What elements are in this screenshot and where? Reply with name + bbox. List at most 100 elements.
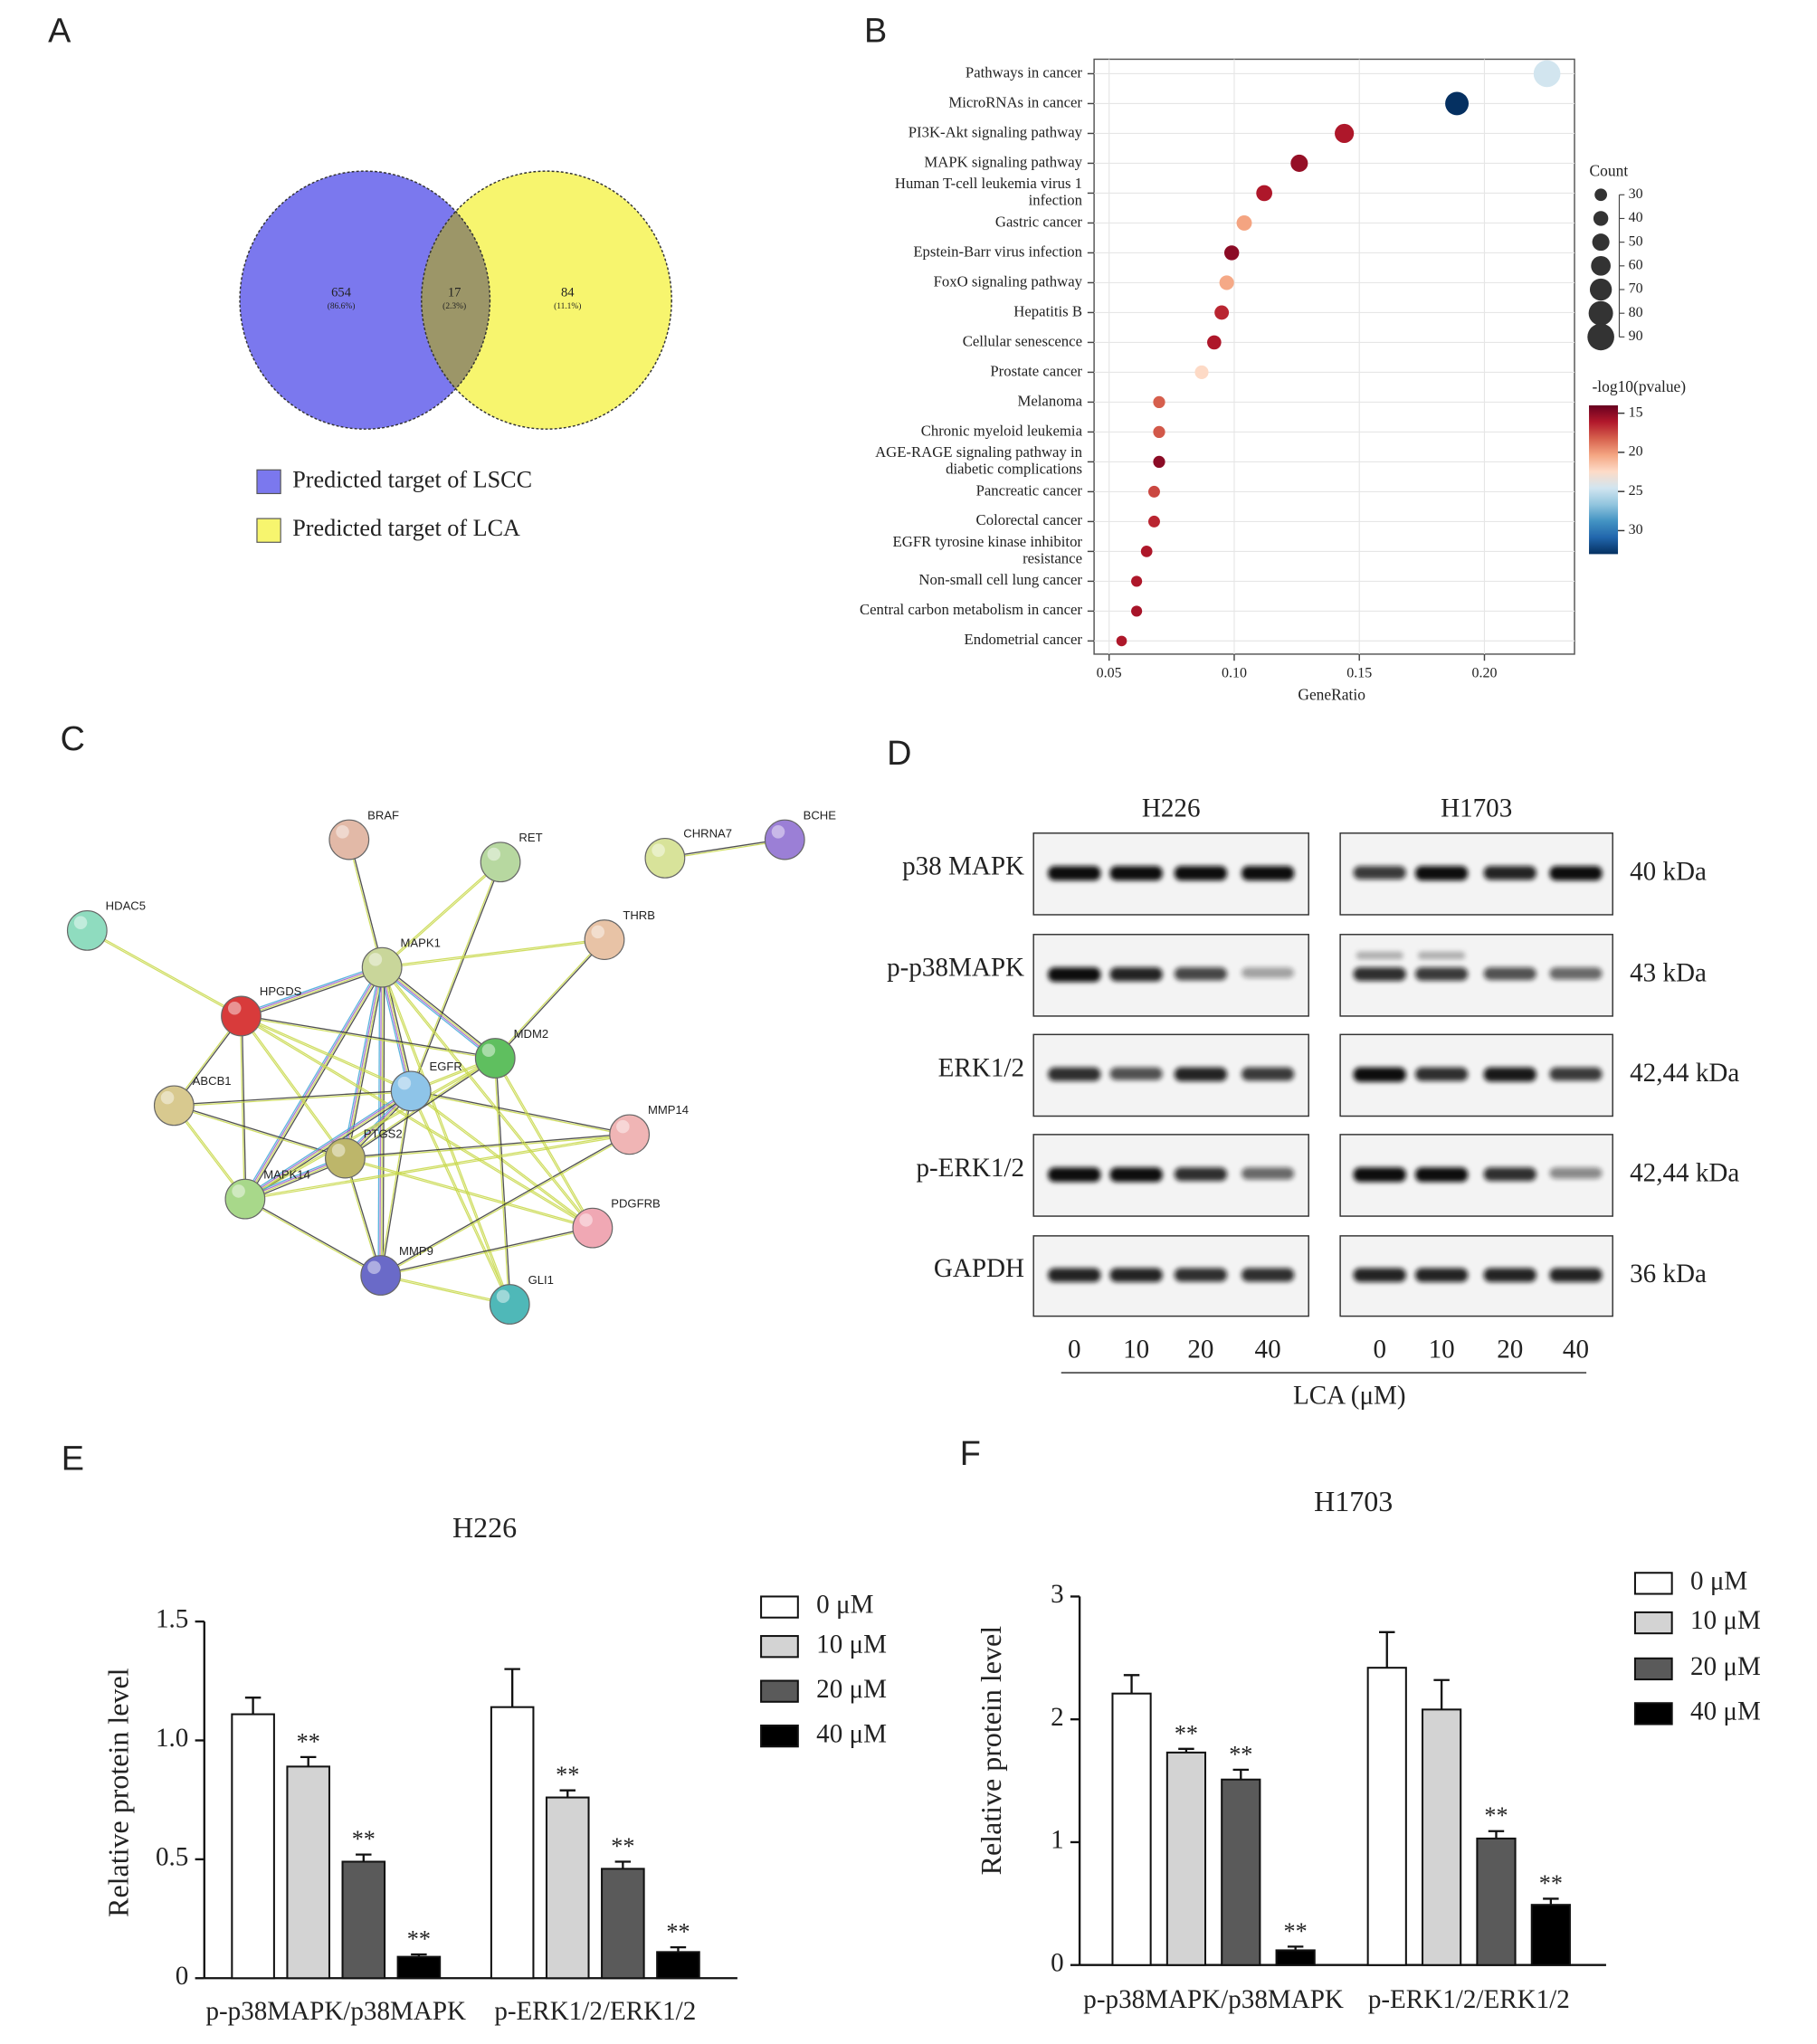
legend-swatch	[1633, 1702, 1673, 1726]
size-legend-dot	[1592, 233, 1610, 252]
blot-band	[1241, 1167, 1295, 1180]
lane-label: 40	[1255, 1336, 1281, 1364]
node-highlight	[160, 1090, 175, 1105]
blot-band	[1353, 1167, 1406, 1183]
blot-band	[1048, 866, 1101, 881]
network-edge	[246, 968, 385, 1201]
network-edge	[409, 1090, 510, 1306]
size-legend-label: 80	[1629, 305, 1643, 320]
network-node	[644, 838, 686, 879]
network-node	[764, 819, 805, 860]
network-edge	[410, 1091, 593, 1230]
x-tick-label: 0.20	[1471, 665, 1497, 680]
y-tick-label: PI3K-Akt signaling pathway	[908, 123, 1083, 140]
size-legend-label: 40	[1629, 210, 1643, 225]
blot-band	[1174, 1167, 1228, 1182]
row-label: GAPDH	[934, 1254, 1024, 1283]
network-edge	[380, 1135, 631, 1277]
legend-swatch	[1633, 1611, 1673, 1635]
blot-band	[1241, 866, 1295, 881]
network-edge	[380, 967, 510, 1306]
network-edge	[86, 930, 242, 1018]
size-label: 42,44 kDa	[1630, 1059, 1739, 1088]
panel-letter: F	[960, 1435, 981, 1473]
x-tick-label: p-p38MAPK/p38MAPK	[205, 1997, 466, 2026]
x-tick-label: 0.15	[1346, 665, 1372, 680]
node-highlight	[591, 925, 604, 939]
blot-band	[1417, 951, 1466, 960]
network-edge	[382, 939, 605, 969]
node-label: THRB	[623, 908, 655, 922]
network-edge	[380, 1228, 594, 1278]
node-highlight	[368, 953, 383, 966]
x-tick-label: p-ERK1/2/ERK1/2	[494, 1997, 696, 2026]
y-axis-label: Relative protein level	[975, 1626, 1007, 1876]
network-edge	[380, 1090, 413, 1276]
node-label: PDGFRB	[611, 1196, 661, 1210]
y-tick-label: AGE-RAGE signaling pathway in diabetic co…	[875, 443, 1083, 477]
blot-band	[1241, 1268, 1295, 1282]
blot-band	[1109, 967, 1163, 982]
size-legend-label: 30	[1629, 186, 1643, 202]
size-legend-dot	[1593, 211, 1609, 226]
bar	[601, 1868, 645, 1980]
x-axis-label: GeneRatio	[1298, 685, 1365, 703]
y-tick-label: Prostate cancer	[990, 362, 1082, 379]
network-edge	[345, 1157, 383, 1276]
dot	[1131, 605, 1143, 617]
y-tick-label: Endometrial cancer	[965, 631, 1083, 648]
dot	[1131, 575, 1143, 587]
network-node	[66, 910, 108, 951]
blot-band	[1415, 967, 1469, 981]
node-highlight	[652, 843, 665, 857]
node-label: RET	[518, 831, 542, 844]
venn-count: 17	[448, 286, 461, 300]
network-edge	[381, 967, 496, 1060]
network-edge	[382, 965, 497, 1059]
node-highlight	[227, 1001, 242, 1015]
node-label: MAPK1	[401, 936, 441, 949]
lane-label: 20	[1187, 1336, 1213, 1364]
network-edge	[410, 1091, 630, 1136]
network-edge	[241, 1014, 496, 1059]
size-label: 42,44 kDa	[1630, 1159, 1739, 1188]
y-tick-label: MAPK signaling pathway	[924, 153, 1082, 170]
y-tick-label: FoxO signaling pathway	[934, 272, 1083, 290]
network-edge	[241, 1014, 594, 1228]
network-edge	[244, 1197, 382, 1276]
network-edge	[244, 1135, 630, 1201]
node-label: GLI1	[528, 1273, 554, 1287]
bar	[1275, 1949, 1316, 1966]
significance-label: **	[1229, 1741, 1252, 1767]
blot-band	[1174, 1067, 1228, 1082]
venn-set	[421, 171, 672, 430]
network-edge	[243, 966, 382, 1200]
dot	[1214, 305, 1230, 320]
bar	[1366, 1667, 1407, 1966]
network-node	[224, 1178, 266, 1220]
network-node	[361, 946, 403, 988]
network-edge	[242, 968, 384, 1020]
network-edge	[411, 1090, 511, 1305]
legend-swatch	[1633, 1572, 1673, 1595]
x-tick-label: p-p38MAPK/p38MAPK	[1083, 1985, 1344, 2014]
dot	[1219, 275, 1234, 290]
node-highlight	[336, 825, 349, 839]
venn-set	[240, 171, 490, 430]
lane-label: 0	[1068, 1336, 1081, 1364]
network-edge	[382, 966, 511, 1305]
y-tick-label: Gastric cancer	[995, 213, 1083, 230]
size-legend-dot	[1588, 300, 1613, 326]
blot-band	[1109, 1167, 1163, 1183]
blot-band	[1483, 866, 1536, 880]
blot-band	[1483, 967, 1536, 981]
dot	[1256, 185, 1272, 202]
bar	[341, 1860, 386, 1980]
network-node	[609, 1114, 651, 1155]
y-tick-label: Colorectal cancer	[976, 511, 1083, 528]
significance-label: **	[611, 1833, 634, 1859]
significance-label: **	[352, 1826, 376, 1852]
network-edge	[174, 1104, 346, 1158]
network-edge	[349, 839, 384, 968]
node-highlight	[232, 1184, 245, 1198]
